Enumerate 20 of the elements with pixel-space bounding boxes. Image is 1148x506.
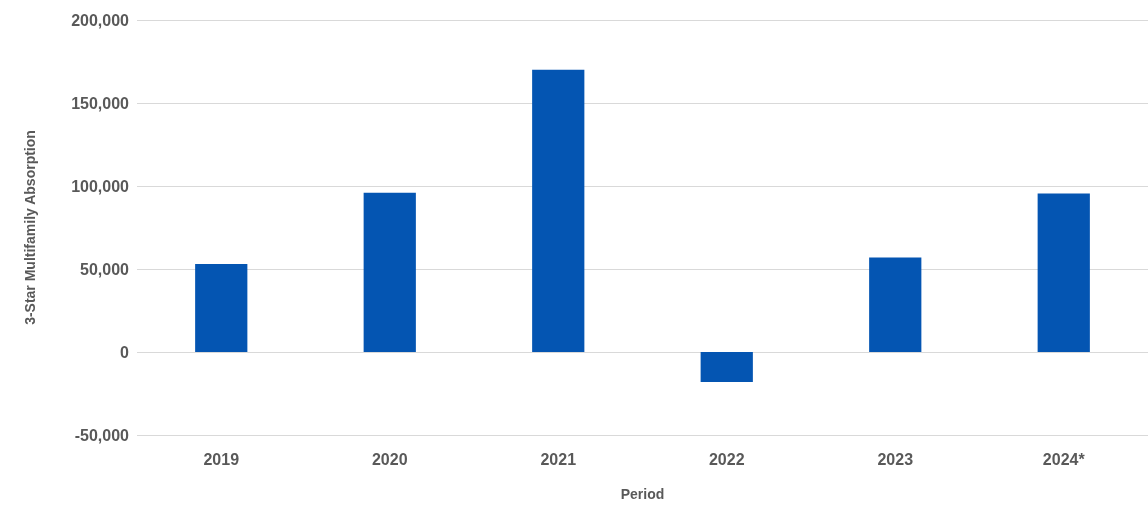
y-tick-label: 150,000 <box>71 94 130 112</box>
bar <box>1037 193 1090 352</box>
x-tick-label: 2019 <box>203 450 240 468</box>
y-tick-label: 0 <box>120 343 130 361</box>
y-tick-label: 200,000 <box>71 11 130 29</box>
x-tick-label: 2023 <box>877 450 914 468</box>
x-tick-label: 2020 <box>371 450 408 468</box>
y-axis-title: 3-Star Multifamily Absorption <box>22 130 38 325</box>
y-tick-label: 50,000 <box>80 260 130 278</box>
bar <box>532 69 585 352</box>
x-tick-label: 2022 <box>708 450 745 468</box>
x-tick-label: 2024* <box>1042 450 1086 468</box>
y-tick-label: 100,000 <box>71 177 130 195</box>
bar <box>700 352 753 382</box>
x-tick-label: 2021 <box>540 450 577 468</box>
x-axis-title: Period <box>620 486 665 502</box>
y-tick-label: -50,000 <box>74 426 130 444</box>
bar <box>363 192 416 352</box>
bar <box>869 257 922 352</box>
bar <box>195 264 248 352</box>
